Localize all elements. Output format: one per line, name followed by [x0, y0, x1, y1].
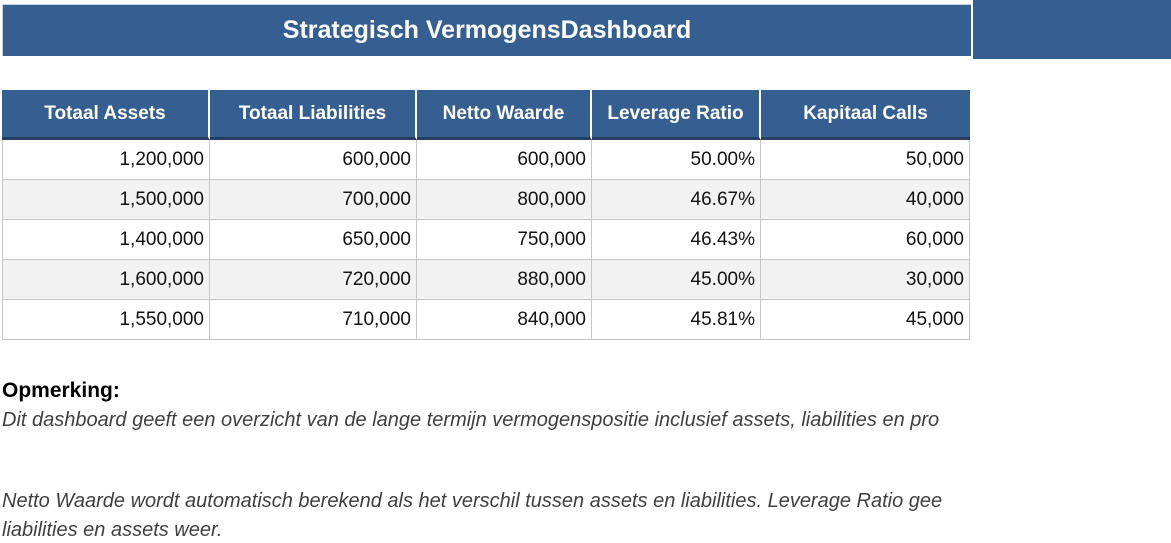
note-paragraph-1: Dit dashboard geeft een overzicht van de… — [2, 409, 940, 431]
table-cell: 40,000 — [761, 180, 970, 220]
table-cell: 650,000 — [210, 220, 417, 260]
table-row: 1,200,000 600,000 600,000 50.00% 50,000 — [2, 140, 970, 180]
table-cell: 1,600,000 — [2, 260, 210, 300]
table-cell: 46.67% — [592, 180, 761, 220]
table-cell: 45.00% — [592, 260, 761, 300]
table-cell: 880,000 — [417, 260, 592, 300]
table-cell: 50,000 — [761, 140, 970, 180]
table-body: 1,200,000 600,000 600,000 50.00% 50,000 1,500… — [2, 140, 970, 340]
table-row: 1,500,000 700,000 800,000 46.67% 40,000 — [2, 180, 970, 220]
column-header-netto-waarde: Netto Waarde — [417, 90, 592, 140]
table-cell: 710,000 — [210, 300, 417, 340]
table-cell: 1,500,000 — [2, 180, 210, 220]
note-paragraph-2: Netto Waarde wordt automatisch berekend … — [2, 487, 942, 543]
table-cell: 60,000 — [761, 220, 970, 260]
table-cell: 600,000 — [210, 140, 417, 180]
table-row: 1,550,000 710,000 840,000 45.81% 45,000 — [2, 300, 970, 340]
column-header-leverage-ratio: Leverage Ratio — [592, 90, 761, 140]
table-cell: 720,000 — [210, 260, 417, 300]
title-banner: Strategisch VermogensDashboard — [2, 4, 971, 56]
table-cell: 46.43% — [592, 220, 761, 260]
column-header-totaal-assets: Totaal Assets — [2, 90, 210, 140]
note-paragraph-2-line-2: liabilities en assets weer. — [2, 519, 223, 541]
table-cell: 750,000 — [417, 220, 592, 260]
table-row: 1,400,000 650,000 750,000 46.43% 60,000 — [2, 220, 970, 260]
table-cell: 800,000 — [417, 180, 592, 220]
page-title: Strategisch VermogensDashboard — [282, 16, 692, 44]
table-row: 1,600,000 720,000 880,000 45.00% 30,000 — [2, 260, 970, 300]
vermogen-table: Totaal Assets Totaal Liabilities Netto W… — [2, 90, 970, 340]
table-header-row: Totaal Assets Totaal Liabilities Netto W… — [2, 90, 970, 140]
column-header-totaal-liabilities: Totaal Liabilities — [210, 90, 417, 140]
column-header-kapitaal-calls: Kapitaal Calls — [761, 90, 970, 140]
note-paragraph-2-line-1: Netto Waarde wordt automatisch berekend … — [2, 490, 943, 512]
table-cell: 30,000 — [761, 260, 970, 300]
table-cell: 45.81% — [592, 300, 761, 340]
table-header: Totaal Assets Totaal Liabilities Netto W… — [2, 90, 970, 140]
table-cell: 700,000 — [210, 180, 417, 220]
table-cell: 600,000 — [417, 140, 592, 180]
table-cell: 1,200,000 — [2, 140, 210, 180]
note-heading: Opmerking: — [2, 379, 120, 402]
content-area: Strategisch VermogensDashboard Totaal As… — [2, 4, 971, 543]
table-cell: 840,000 — [417, 300, 592, 340]
table-cell: 1,400,000 — [2, 220, 210, 260]
table-cell: 45,000 — [761, 300, 970, 340]
table-cell: 50.00% — [592, 140, 761, 180]
table-cell: 1,550,000 — [2, 300, 210, 340]
top-right-banner-block — [973, 0, 1171, 59]
